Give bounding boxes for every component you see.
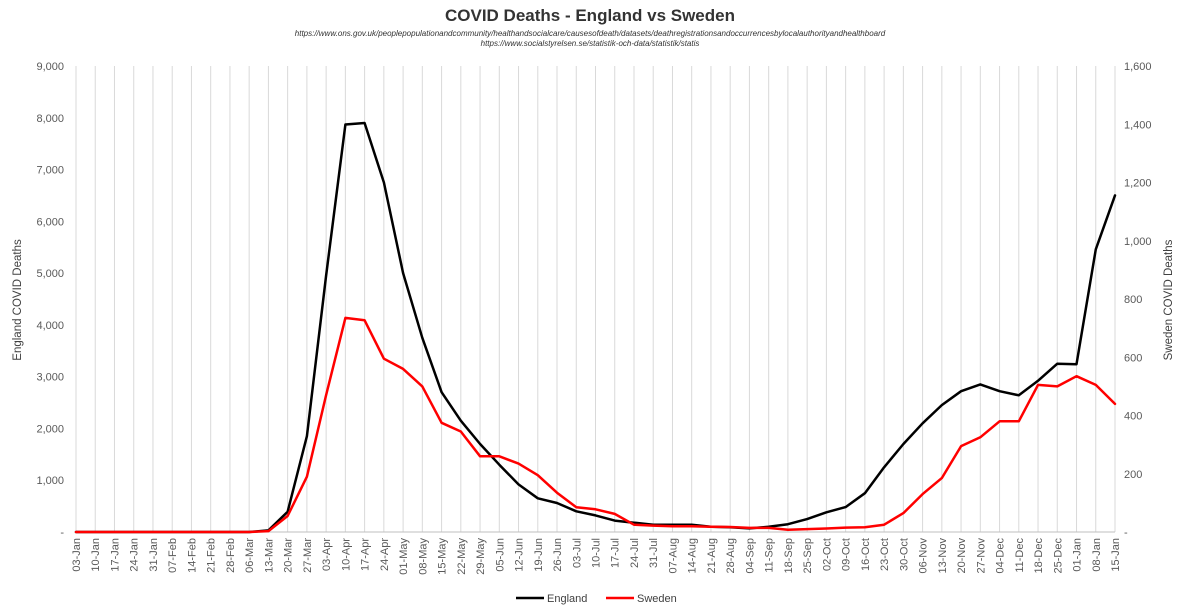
- left-y-tick-label: 7,000: [36, 165, 64, 177]
- left-y-axis-ticks: - 1,000 2,000 3,000 4,000 5,000 6,000 7,000 8,00…: [36, 61, 64, 539]
- x-tick-label: 02-Oct: [821, 538, 833, 571]
- left-y-tick-label: 4,000: [36, 320, 64, 332]
- right-y-axis-title: Sweden COVID Deaths: [1163, 239, 1175, 360]
- x-tick-label: 03-Apr: [321, 538, 333, 571]
- x-tick-label: 30-Oct: [898, 538, 910, 571]
- x-tick-label: 14-Aug: [687, 538, 699, 573]
- left-y-tick-label: 2,000: [36, 423, 64, 435]
- left-y-tick-label: 6,000: [36, 216, 64, 228]
- chart-title: COVID Deaths - England vs Sweden: [444, 6, 735, 25]
- legend: England Sweden: [516, 593, 677, 605]
- x-tick-label: 13-Mar: [263, 538, 275, 573]
- left-y-tick-label: -: [60, 527, 64, 539]
- x-tick-label: 20-Mar: [283, 538, 295, 573]
- x-tick-label: 15-May: [437, 538, 449, 575]
- right-y-tick-label: 200: [1124, 469, 1142, 481]
- x-tick-label: 05-Jun: [494, 538, 506, 572]
- x-tick-label: 07-Feb: [167, 538, 179, 573]
- x-tick-label: 16-Oct: [860, 538, 872, 571]
- x-tick-label: 29-May: [475, 538, 487, 575]
- x-tick-label: 11-Sep: [764, 538, 776, 573]
- x-tick-label: 10-Apr: [340, 538, 352, 571]
- x-tick-label: 04-Sep: [744, 538, 756, 573]
- x-tick-label: 14-Feb: [186, 538, 198, 573]
- x-tick-label: 22-May: [456, 538, 468, 575]
- x-tick-label: 01-Jan: [1072, 538, 1084, 572]
- x-tick-label: 18-Dec: [1033, 538, 1045, 574]
- x-tick-label: 08-Jan: [1091, 538, 1103, 572]
- x-tick-label: 17-Jul: [610, 538, 622, 568]
- x-tick-label: 25-Sep: [802, 538, 814, 573]
- right-y-tick-label: 600: [1124, 352, 1142, 364]
- x-tick-label: 01-May: [398, 538, 410, 575]
- right-y-tick-label: 400: [1124, 411, 1142, 423]
- right-y-tick-label: 1,400: [1124, 119, 1152, 131]
- x-tick-label: 06-Nov: [918, 538, 930, 574]
- x-tick-label: 18-Sep: [783, 538, 795, 573]
- x-tick-label: 07-Aug: [667, 538, 679, 573]
- x-tick-label: 03-Jan: [71, 538, 83, 572]
- left-y-axis-title: England COVID Deaths: [12, 239, 24, 361]
- x-tick-label: 10-Jul: [591, 538, 603, 568]
- left-y-tick-label: 9,000: [36, 61, 64, 73]
- x-tick-label: 21-Feb: [206, 538, 218, 573]
- x-tick-label: 08-May: [417, 538, 429, 575]
- x-tick-label: 24-Jan: [129, 538, 141, 572]
- x-tick-label: 17-Apr: [360, 538, 372, 571]
- x-tick-label: 24-Apr: [379, 538, 391, 571]
- x-axis-ticks: 03-Jan 10-Jan 17-Jan 24-Jan 31-Jan 07-Feb 14-F…: [71, 538, 1122, 575]
- x-tick-label: 03-Jul: [571, 538, 583, 568]
- right-y-tick-label: -: [1124, 527, 1128, 539]
- left-y-tick-label: 8,000: [36, 113, 64, 125]
- x-tick-label: 19-Jun: [533, 538, 545, 572]
- x-tick-label: 20-Nov: [956, 538, 968, 574]
- legend-label-sweden: Sweden: [637, 593, 677, 605]
- x-tick-label: 31-Jul: [648, 538, 660, 568]
- right-y-axis-ticks: - 200 400 600 800 1,000 1,200 1,400 1,600: [1124, 61, 1152, 539]
- x-tick-label: 10-Jan: [90, 538, 102, 572]
- x-tick-label: 04-Dec: [995, 538, 1007, 574]
- source-url-socialstyrelsen: https://www.socialstyrelsen.se/statistik…: [480, 39, 700, 48]
- x-tick-label: 25-Dec: [1052, 538, 1064, 574]
- x-tick-label: 31-Jan: [148, 538, 160, 572]
- x-tick-label: 21-Aug: [706, 538, 718, 573]
- x-tick-label: 28-Feb: [225, 538, 237, 573]
- right-y-tick-label: 1,200: [1124, 178, 1152, 190]
- legend-label-england: England: [547, 593, 587, 605]
- x-tick-label: 23-Oct: [879, 538, 891, 571]
- x-tick-label: 17-Jan: [109, 538, 121, 572]
- series-lines: [74, 121, 1117, 534]
- right-y-tick-label: 800: [1124, 294, 1142, 306]
- x-tick-label: 27-Nov: [975, 538, 987, 574]
- x-tick-label: 13-Nov: [937, 538, 949, 574]
- x-tick-label: 15-Jan: [1110, 538, 1122, 572]
- source-url-ons: https://www.ons.gov.uk/peoplepopulationa…: [294, 29, 886, 38]
- x-tick-label: 26-Jun: [552, 538, 564, 572]
- x-tick-label: 06-Mar: [244, 538, 256, 573]
- grid-lines: [75, 66, 1116, 532]
- right-y-tick-label: 1,000: [1124, 236, 1152, 248]
- x-tick-label: 11-Dec: [1014, 538, 1026, 573]
- x-tick-label: 24-Jul: [629, 538, 641, 568]
- x-tick-label: 27-Mar: [302, 538, 314, 573]
- left-y-tick-label: 1,000: [36, 475, 64, 487]
- x-tick-label: 28-Aug: [725, 538, 737, 573]
- x-tick-label: 09-Oct: [841, 538, 853, 571]
- x-tick-label: 12-Jun: [514, 538, 526, 572]
- right-y-tick-label: 1,600: [1124, 61, 1152, 73]
- series-line-sweden: [74, 316, 1117, 534]
- left-y-tick-label: 5,000: [36, 268, 64, 280]
- left-y-tick-label: 3,000: [36, 372, 64, 384]
